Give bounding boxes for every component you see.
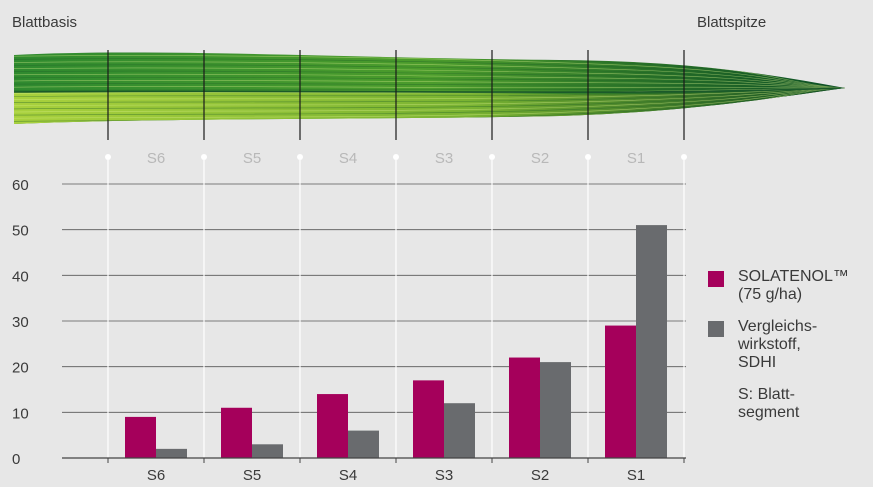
- leaf-base-label: Blattbasis: [12, 14, 78, 31]
- bar-sdhi-s6: [156, 448, 187, 458]
- leaf-vein: [14, 73, 845, 89]
- legend-label-sdhi: Vergleichs- wirkstoff, SDHI: [738, 318, 818, 371]
- leaf-vein: [14, 87, 845, 119]
- x-tick-label: S6: [147, 467, 165, 484]
- bar-solatenol-s4: [317, 394, 348, 458]
- leaf-vein: [14, 87, 845, 113]
- leaf-vein: [14, 87, 845, 107]
- leaf-vein: [14, 61, 845, 89]
- legend-note: S: Blatt- segment: [738, 386, 800, 421]
- y-tick-label: 40: [12, 268, 29, 285]
- leaf-vein: [14, 87, 845, 116]
- y-tick-label: 30: [12, 314, 29, 331]
- x-tick-label: S4: [339, 467, 357, 484]
- segment-label: S5: [243, 150, 261, 167]
- leaf-vein: [14, 86, 845, 89]
- legend: SOLATENOL™ (75 g/ha) Vergleichs- wirksto…: [708, 268, 868, 422]
- leaf-vein: [14, 87, 845, 110]
- x-tick-label: S1: [627, 467, 645, 484]
- y-tick-label: 0: [12, 451, 20, 468]
- segment-label: S6: [147, 150, 165, 167]
- bar-solatenol-s6: [125, 416, 156, 458]
- leaf-vein: [14, 87, 845, 103]
- segment-dot: [681, 154, 687, 160]
- y-tick-label: 10: [12, 405, 29, 422]
- leaf-vein: [14, 58, 845, 89]
- bar-solatenol-s1: [605, 325, 636, 458]
- leaf-vein: [14, 76, 845, 89]
- segment-label: S2: [531, 150, 549, 167]
- bar-sdhi-s2: [540, 362, 571, 458]
- segment-label: S3: [435, 150, 453, 167]
- segment-dot: [393, 154, 399, 160]
- segment-dot: [297, 154, 303, 160]
- legend-label-solatenol: SOLATENOL™ (75 g/ha): [738, 268, 849, 303]
- legend-swatch-solatenol: [708, 271, 724, 287]
- leaf-midrib: [14, 87, 845, 94]
- leaf-vein: [14, 83, 845, 89]
- y-tick-label: 20: [12, 360, 29, 377]
- segment-dot: [489, 154, 495, 160]
- leaf-tip-label: Blattspitze: [697, 14, 767, 31]
- legend-swatch-sdhi: [708, 321, 724, 337]
- leaf-illustration: [14, 52, 845, 124]
- segment-dot: [105, 154, 111, 160]
- x-tick-label: S5: [243, 467, 261, 484]
- legend-item-solatenol: SOLATENOL™ (75 g/ha): [708, 268, 868, 304]
- x-tick-label: S2: [531, 467, 549, 484]
- x-tick-label: S3: [435, 467, 453, 484]
- leaf-vein: [14, 67, 845, 89]
- bar-solatenol-s5: [221, 407, 252, 458]
- segment-dot: [585, 154, 591, 160]
- bar-sdhi-s1: [636, 225, 667, 458]
- segment-label: S4: [339, 150, 357, 167]
- bar-sdhi-s5: [252, 444, 283, 458]
- bar-sdhi-s3: [444, 403, 475, 458]
- y-tick-label: 50: [12, 223, 29, 240]
- leaf-vein: [14, 64, 845, 89]
- leaf-vein: [14, 55, 845, 89]
- bar-solatenol-s2: [509, 357, 540, 458]
- legend-item-sdhi: Vergleichs- wirkstoff, SDHI: [708, 318, 868, 372]
- leaf-vein: [14, 80, 845, 89]
- bar-sdhi-s4: [348, 430, 379, 458]
- leaf-vein: [14, 70, 845, 89]
- segment-dot: [201, 154, 207, 160]
- segment-label: S1: [627, 150, 645, 167]
- bar-solatenol-s3: [413, 380, 444, 458]
- y-tick-label: 60: [12, 177, 29, 194]
